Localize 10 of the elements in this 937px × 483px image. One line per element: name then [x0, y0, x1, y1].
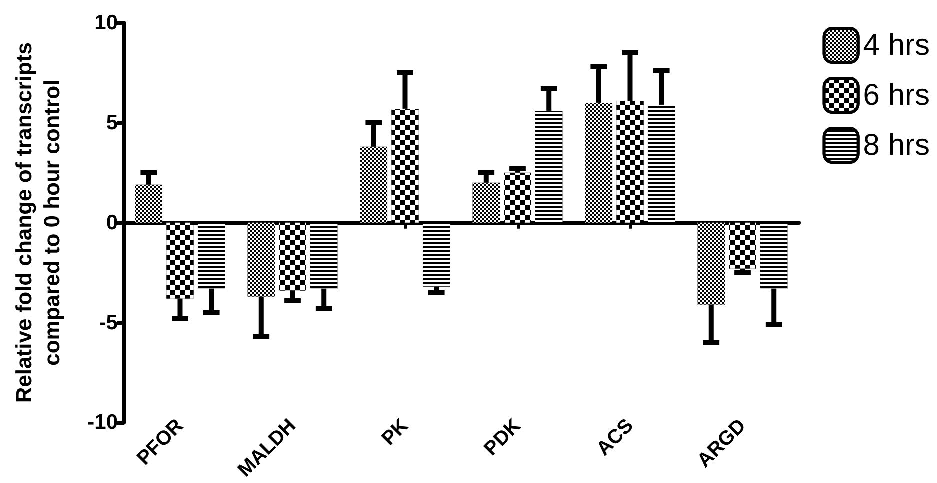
y-tick-label: -5: [99, 311, 118, 334]
legend-label: 6 hrs: [863, 79, 930, 112]
y-tick-label: 5: [106, 111, 118, 134]
y-tick-label: 10: [94, 12, 118, 34]
legend-label: 4 hrs: [863, 29, 930, 62]
legend-label: 8 hrs: [863, 129, 930, 162]
x-tick-label: PK: [378, 414, 414, 450]
y-tick-label: -10: [88, 411, 118, 434]
y-tick-label: 0: [106, 211, 118, 234]
y-axis-title: Relative fold change of transcripts compared to 0 hour control: [12, 42, 64, 404]
